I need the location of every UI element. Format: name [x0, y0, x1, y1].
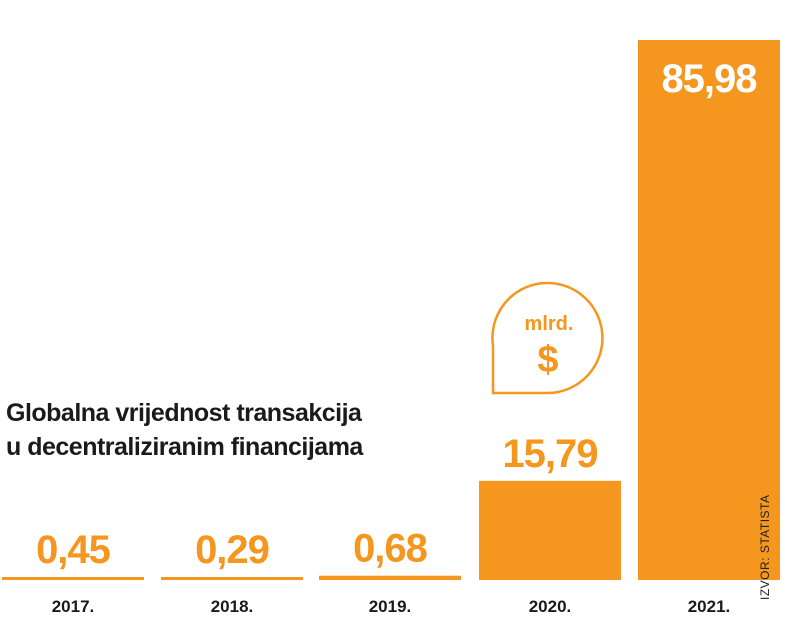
- category-label: 2018.: [211, 597, 254, 616]
- badge-unit-text: mlrd.: [525, 313, 574, 335]
- dollar-icon: $: [537, 339, 558, 381]
- bar-2020: [479, 480, 621, 580]
- category-label: 2019.: [369, 597, 412, 616]
- bar-2019: [319, 575, 461, 580]
- value-label: 0,45: [36, 528, 111, 572]
- category-label: 2020.: [529, 597, 572, 616]
- bar-2017: [2, 577, 144, 580]
- unit-badge: mlrd. $: [491, 281, 604, 395]
- category-label: 2017.: [52, 597, 95, 616]
- value-label: 85,98: [661, 57, 757, 101]
- value-label: 0,68: [353, 527, 428, 571]
- bar-2018: [161, 577, 303, 580]
- bar-2021: [638, 40, 780, 580]
- badge-outline: [491, 281, 604, 395]
- chart-title-line-2: u decentraliziranim financijama: [6, 433, 363, 461]
- category-label: 2021.: [688, 597, 731, 616]
- chart-title: Globalna vrijednost transakcija u decent…: [6, 396, 436, 464]
- value-label: 0,29: [195, 528, 269, 572]
- source-note: IZVOR: STATISTA: [758, 494, 772, 600]
- chart-title-line-1: Globalna vrijednost transakcija: [6, 399, 362, 427]
- value-label: 15,79: [502, 432, 597, 476]
